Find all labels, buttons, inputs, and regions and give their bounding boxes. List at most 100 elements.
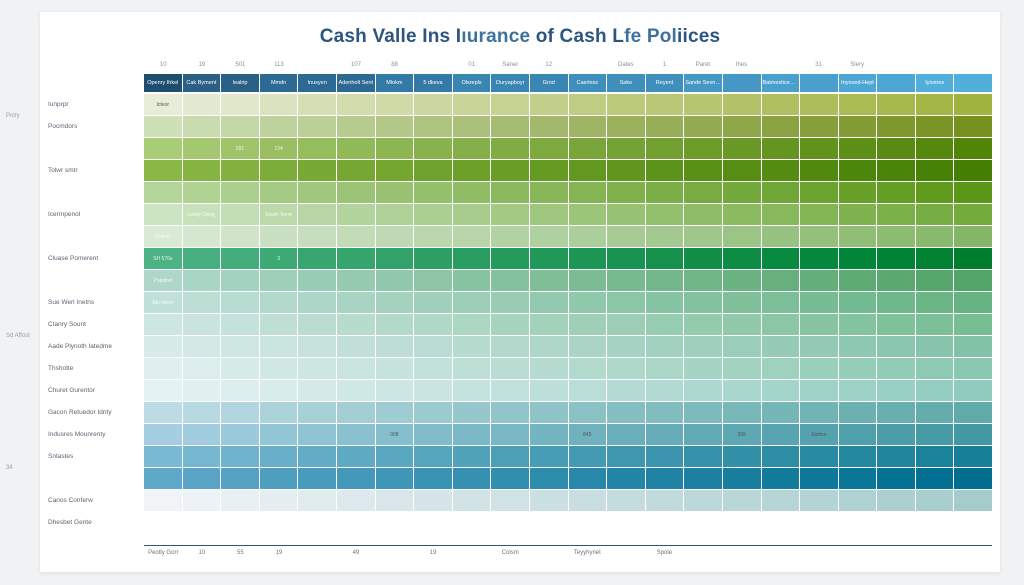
axis-label [298,550,337,562]
heatmap-cell [916,204,954,225]
heatmap-cell [607,226,645,247]
heatmap-cell [916,182,954,203]
heatmap-cell [144,204,182,225]
heatmap-cell [877,446,915,467]
heatmap-cell [183,292,221,313]
heatmap-cell [762,468,800,489]
heatmap-cell [337,138,375,159]
heatmap-cell [530,380,568,401]
heatmap-cell [877,248,915,269]
header-cell: Sande Sevnart [684,74,722,92]
col-number: 31 [799,62,838,72]
heatmap-cell [530,446,568,467]
heatmap-cell [762,490,800,511]
heatmap-cell [646,138,684,159]
heatmap-cell [954,402,992,423]
heatmap-cell [491,358,529,379]
heatmap-cell [800,94,838,115]
chart-title: Cash Valle Ins Iıurance of Cash Lfe Poli… [40,26,1000,48]
heatmap-cell: Popldret [144,270,182,291]
heatmap-cell [221,182,259,203]
side-label: Polry [6,94,36,138]
heatmap-cell [916,512,954,533]
heatmap-cell [839,424,877,445]
heatmap-cell [491,380,529,401]
heatmap-cell [569,94,607,115]
table-row [144,160,992,181]
col-number: Slery [838,62,877,72]
heatmap-cell [491,490,529,511]
table-row [144,402,992,423]
heatmap-cell [376,336,414,357]
heatmap-cell [954,270,992,291]
heatmap-cell [684,160,722,181]
col-number [298,62,337,72]
heatmap-cell [684,314,722,335]
heatmap-cell [877,490,915,511]
heatmap-cell [684,138,722,159]
heatmap-cell [839,314,877,335]
table-row: Bin Iorerr [144,292,992,313]
heatmap-cell [144,446,182,467]
heatmap-cell [800,468,838,489]
heatmap-cell: Linoty Dtesg [183,204,221,225]
heatmap-cell [453,358,491,379]
row-label: Sue Werl Inetns [48,292,142,314]
heatmap-cell [569,270,607,291]
heatmap-cell [530,358,568,379]
heatmap-cell [337,402,375,423]
heatmap-cell [298,380,336,401]
heatmap-cell [877,512,915,533]
heatmap-cell [839,512,877,533]
heatmap-cell [839,490,877,511]
heatmap-cell [183,336,221,357]
axis-label: 19 [414,550,453,562]
heatmap-cell [723,336,761,357]
table-row: Linoty DtesgSnoth Teent [144,204,992,225]
heatmap-cell [839,336,877,357]
heatmap-cell [376,490,414,511]
heatmap-cell [954,446,992,467]
heatmap-cell [646,226,684,247]
heatmap-cell [569,160,607,181]
row-label: Gacon Retuedor Idnty [48,402,142,424]
header-cell: Grod [530,74,568,92]
heatmap-cell [337,380,375,401]
heatmap-cell [453,138,491,159]
row-label: Cluase Pomerent [48,248,142,270]
row-label: Dhesbet Gente [48,512,142,534]
row-label [48,182,142,204]
heatmap-cell [646,446,684,467]
heatmap-cell [762,116,800,137]
heatmap-cell [646,270,684,291]
axis-label [452,550,491,562]
heatmap-cell [260,358,298,379]
heatmap-cell [183,138,221,159]
heatmap-cell [337,226,375,247]
heatmap-cell [877,424,915,445]
heatmap-cell [337,358,375,379]
heatmap-cell [954,116,992,137]
heatmap-cell [954,94,992,115]
heatmap-cell: 845 [569,424,607,445]
heatmap-cell [839,248,877,269]
heatmap-cell [839,182,877,203]
row-label: Pocmdors [48,116,142,138]
heatmap-cell [337,204,375,225]
heatmap-cell [916,380,954,401]
heatmap-cell [414,248,452,269]
axis-label: Teyyhynet [568,550,607,562]
col-number [876,62,915,72]
heatmap-cell [569,358,607,379]
heatmap-cell [569,314,607,335]
heatmap-cell [877,314,915,335]
heatmap-cell [954,226,992,247]
heatmap-cell [298,358,336,379]
heatmap-cell [453,314,491,335]
heatmap-cell [684,248,722,269]
col-number: 01 [452,62,491,72]
heatmap-cell [221,292,259,313]
table-row [144,182,992,203]
heatmap-cell [491,226,529,247]
heatmap-cell [839,204,877,225]
